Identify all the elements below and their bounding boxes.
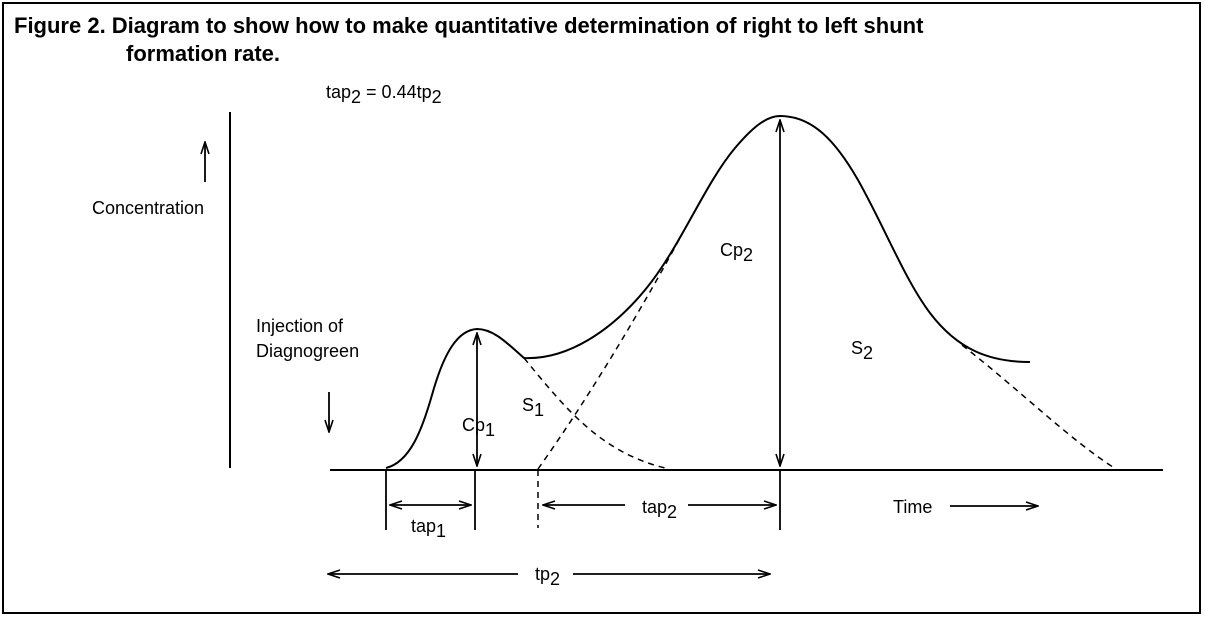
second-peak-upslope-dashed [537, 237, 681, 470]
concentration-curve [385, 114, 1031, 469]
first-peak-decay-dashed [523, 357, 666, 469]
second-peak-decay-dashed [961, 344, 1117, 470]
caption-line-1: Figure 2. Diagram to show how to make qu… [14, 13, 924, 38]
tap2-label: tap2 [642, 497, 677, 522]
s2-label: S2 [851, 338, 873, 363]
figure-caption: Figure 2. Diagram to show how to make qu… [14, 12, 1184, 68]
formula-text: tap2 = 0.44tp2 [326, 82, 442, 107]
s1-label: S1 [522, 395, 544, 420]
time-label: Time [893, 497, 932, 517]
concentration-label: Concentration [92, 198, 204, 218]
cp1-label: Cp1 [462, 415, 495, 440]
tap1-label: tap1 [411, 516, 446, 541]
tp2-label: tp2 [535, 564, 560, 589]
caption-line-2: formation rate. [126, 41, 281, 66]
injection-label-line-2: Diagnogreen [256, 341, 359, 361]
cp2-label: Cp2 [720, 240, 753, 265]
injection-label-line-1: Injection of [256, 316, 344, 336]
